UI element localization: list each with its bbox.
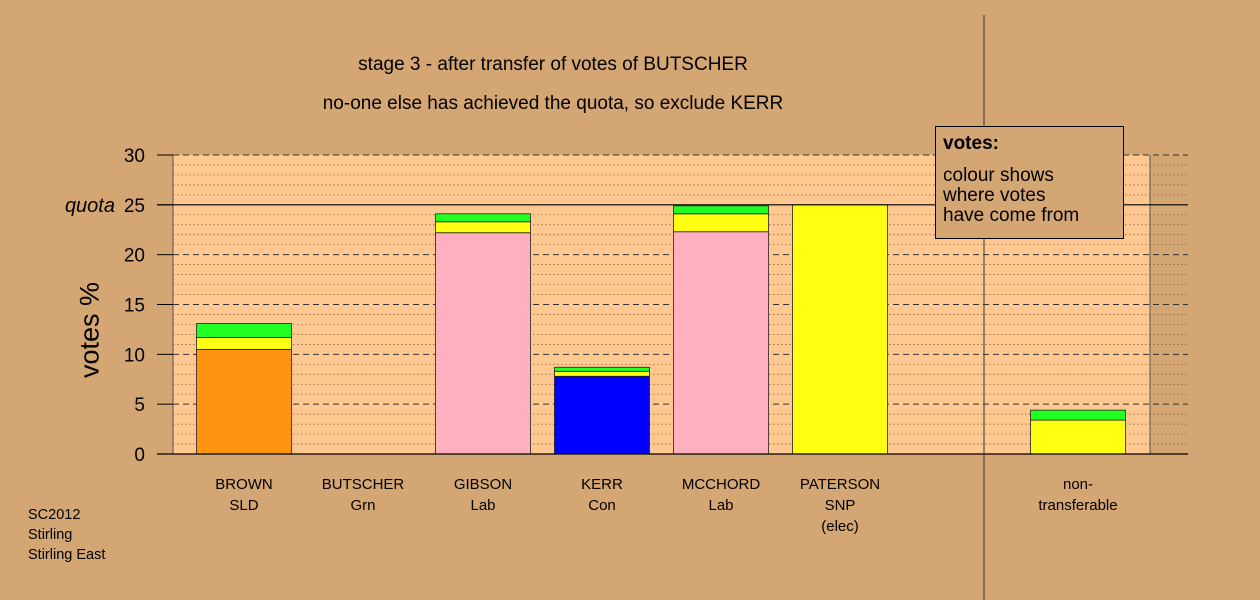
quota-label: quota <box>65 195 115 217</box>
x-tick-label: GIBSON <box>454 476 512 493</box>
legend-title: votes: <box>943 133 999 154</box>
bar-segment <box>792 204 888 455</box>
y-tick-label: 0 <box>134 445 145 466</box>
bar-segment <box>196 336 292 350</box>
y-tick-label: 30 <box>124 146 145 167</box>
x-tick-label: non- <box>1063 476 1093 493</box>
bar-segment <box>196 348 292 455</box>
y-tick-label: 25 <box>124 196 145 217</box>
x-tick-label: transferable <box>1038 497 1117 514</box>
chart-title: stage 3 - after transfer of votes of BUT… <box>358 54 748 75</box>
bar-segment <box>435 232 531 455</box>
x-tick-label: BROWN <box>215 476 273 493</box>
y-tick-label: 20 <box>124 246 145 267</box>
footer-election: SC2012 <box>28 507 81 523</box>
x-tick-label: MCCHORD <box>682 476 760 493</box>
y-tick-label: 15 <box>124 296 145 317</box>
x-tick-label: Con <box>588 497 616 514</box>
y-tick-label: 5 <box>134 395 145 416</box>
x-tick-label: Lab <box>708 497 733 514</box>
footer-info: SC2012 Stirling Stirling East <box>28 505 105 565</box>
bar-segment <box>554 375 650 455</box>
footer-council: Stirling <box>28 527 73 543</box>
x-tick-label: BUTSCHER <box>322 476 405 493</box>
bar-segment <box>435 213 531 223</box>
x-tick-label: PATERSON <box>800 476 880 493</box>
y-axis-label: votes % <box>74 281 105 379</box>
legend-line: colour shows <box>943 165 1054 186</box>
x-tick-label: KERR <box>581 476 623 493</box>
bar-segment <box>1030 419 1126 455</box>
legend-line: have come from <box>943 205 1080 226</box>
bar-segment <box>673 213 769 233</box>
legend-line: where votes <box>943 185 1046 206</box>
chart-subtitle: no-one else has achieved the quota, so e… <box>322 93 784 114</box>
x-tick-label: Lab <box>470 497 495 514</box>
y-tick-label: 10 <box>124 345 145 366</box>
x-tick-label: SLD <box>229 497 258 514</box>
bar-segment <box>435 221 531 234</box>
bar-segment <box>673 231 769 455</box>
x-tick-label: (elec) <box>821 518 859 535</box>
bar-segment <box>673 205 769 215</box>
bar-segment <box>554 370 650 377</box>
bar-segment <box>554 366 650 372</box>
footer-ward: Stirling East <box>28 547 106 563</box>
bar-segment <box>1030 409 1126 421</box>
x-tick-label: Grn <box>350 497 375 514</box>
legend: votes: colour shows where votes have com… <box>935 126 1124 239</box>
bar-segment <box>196 323 292 338</box>
x-tick-label: SNP <box>825 497 856 514</box>
